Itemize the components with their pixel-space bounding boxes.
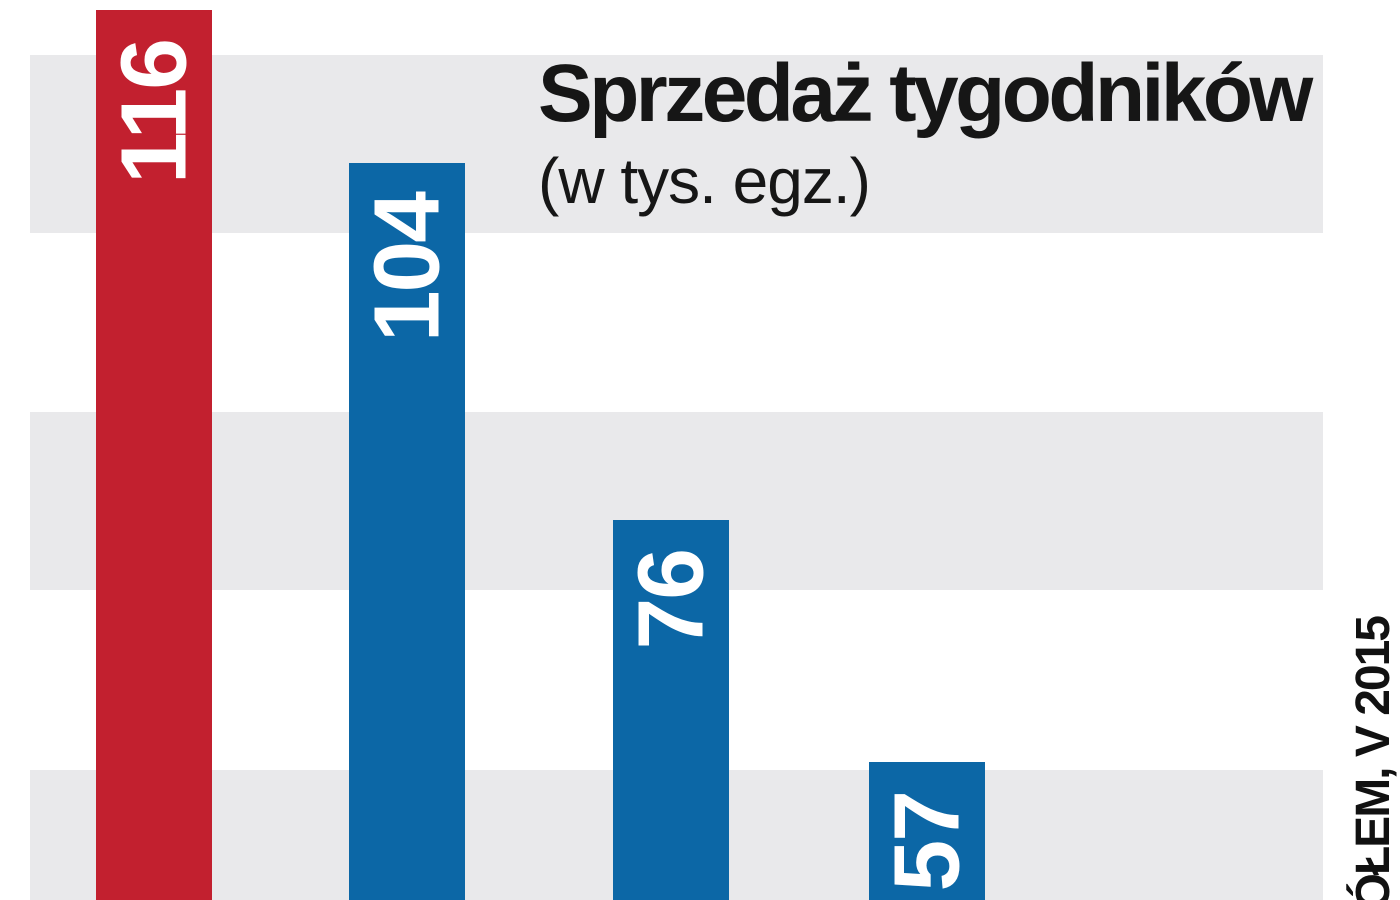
bar-value-label: 76: [618, 550, 723, 650]
chart-title: Sprzedaż tygodników: [538, 48, 1313, 139]
bar-weekly-1: 116: [96, 10, 212, 900]
bar-value-label: 57: [874, 792, 979, 892]
bar-weekly-3: 76: [613, 520, 729, 900]
bar-value-label: 116: [101, 40, 206, 185]
source-note-vertical: ÓŁEM, V 2015: [1347, 616, 1400, 900]
bar-weekly-4: 57: [869, 762, 985, 900]
background-stripe: [30, 55, 1323, 233]
bar-weekly-2: 104: [349, 163, 465, 900]
bar-value-label: 104: [354, 193, 459, 343]
chart-header: Sprzedaż tygodników (w tys. egz.): [538, 48, 1313, 217]
chart-subtitle: (w tys. egz.): [538, 145, 871, 217]
